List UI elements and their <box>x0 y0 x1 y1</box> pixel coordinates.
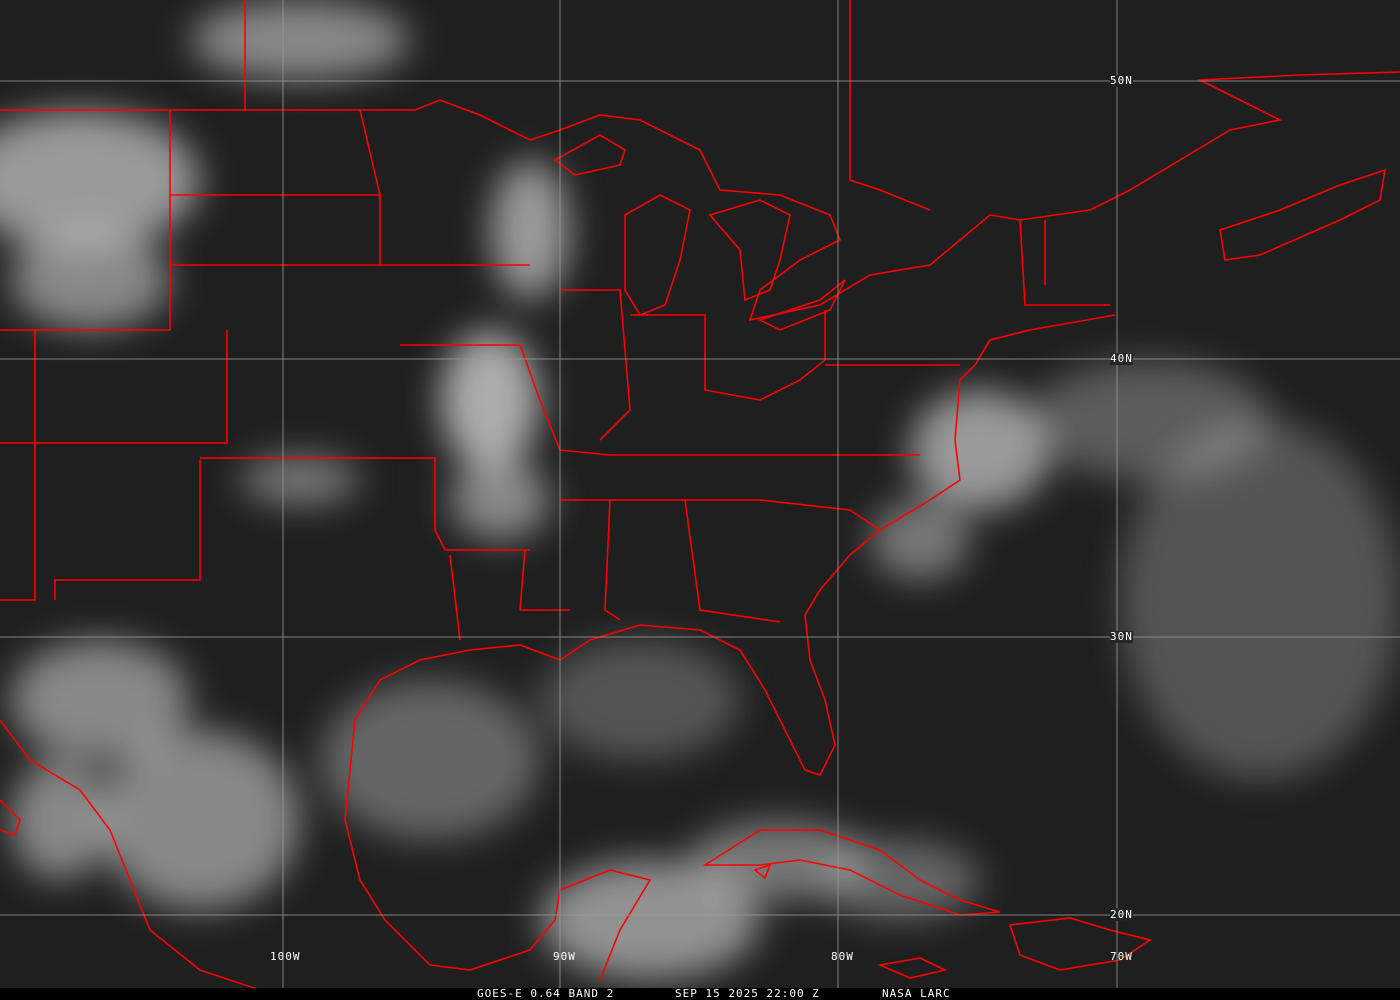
caption-bar: GOES-E 0.64 BAND 2 SEP 15 2025 22:00 Z N… <box>0 988 1400 1000</box>
lon-label-80w: 80W <box>831 950 854 963</box>
lon-label-100w: 100W <box>270 950 301 963</box>
product-label: GOES-E 0.64 BAND 2 <box>477 987 615 1000</box>
lat-label-50n: 50N <box>1110 74 1133 87</box>
lat-label-40n: 40N <box>1110 352 1133 365</box>
lon-label-70w: 70W <box>1110 950 1133 963</box>
lat-label-30n: 30N <box>1110 630 1133 643</box>
datetime-label: SEP 15 2025 22:00 Z <box>675 987 820 1000</box>
credit-label: NASA LARC <box>882 987 951 1000</box>
lat-label-20n: 20N <box>1110 908 1133 921</box>
lon-label-90w: 90W <box>553 950 576 963</box>
